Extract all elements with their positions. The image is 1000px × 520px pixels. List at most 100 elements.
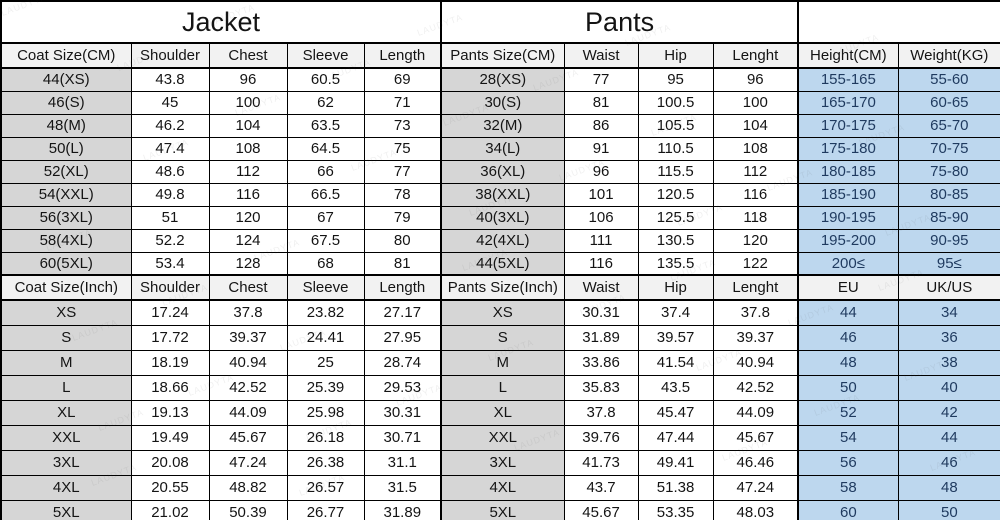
value-cell: 125.5 [637,205,714,230]
value-cell: 20.08 [130,449,210,476]
size-label-cell: S [0,324,132,351]
size-label-cell: 30(S) [440,90,565,115]
pants-section-title: Pants [440,0,800,44]
value-cell: 17.72 [130,324,210,351]
value-cell: 77 [363,159,443,184]
value-cell: 20.55 [130,474,210,501]
value-cell: 118 [712,205,800,230]
value-cell: 66.5 [286,182,365,207]
value-cell: 30.31 [363,399,443,426]
table-row: 5XL 21.02 50.39 26.77 31.89 5XL 45.67 53.35 48.0… [0,499,1000,520]
size-label-cell: 46(S) [0,90,132,115]
value-cell: 53.35 [637,499,714,520]
value-cell: 39.37 [712,324,800,351]
value-cell: 75 [363,136,443,161]
size-label-cell: XL [440,399,565,426]
conversion-cell: 170-175 [797,113,899,138]
size-label-cell: 54(XXL) [0,182,132,207]
value-cell: 78 [363,182,443,207]
table-row: 54(XXL) 49.8 116 66.5 78 38(XXL) 101 120.5 116 18… [0,182,1000,207]
value-cell: 101 [563,182,639,207]
value-cell: 40.94 [712,349,800,376]
value-cell: 100.5 [637,90,714,115]
value-cell: 45.67 [563,499,639,520]
value-cell: 63.5 [286,113,365,138]
conversion-cell: 42 [897,399,1000,426]
value-cell: 46.46 [712,449,800,476]
column-header: Length [363,42,443,69]
value-cell: 100 [208,90,288,115]
size-label-cell: 32(M) [440,113,565,138]
conversion-cell: 38 [897,349,1000,376]
table-row: M 18.19 40.94 25 28.74 M 33.86 41.54 40.94 48 38 [0,349,1000,376]
value-cell: 73 [363,113,443,138]
conversion-cell: 46 [797,324,899,351]
value-cell: 17.24 [130,299,210,326]
conversion-cell: 195-200 [797,228,899,253]
column-header: UK/US [897,274,1000,301]
value-cell: 48.82 [208,474,288,501]
conversion-cell: 75-80 [897,159,1000,184]
column-header: Sleeve [286,42,365,69]
column-header: Hip [637,42,714,69]
value-cell: 51.38 [637,474,714,501]
value-cell: 53.4 [130,251,210,276]
value-cell: 48.03 [712,499,800,520]
conversion-cell: 55-60 [897,67,1000,92]
table-row: 46(S) 45 100 62 71 30(S) 81 100.5 100 165-170 60-6… [0,90,1000,115]
value-cell: 135.5 [637,251,714,276]
table-row: 4XL 20.55 48.82 26.57 31.5 4XL 43.7 51.38 47.24 5… [0,474,1000,501]
size-label-cell: XS [440,299,565,326]
size-label-cell: 3XL [0,449,132,476]
conversion-cell: 70-75 [897,136,1000,161]
size-label-cell: 60(5XL) [0,251,132,276]
value-cell: 105.5 [637,113,714,138]
conversion-cell: 60-65 [897,90,1000,115]
value-cell: 42.52 [208,374,288,401]
header-row: Coat Size(Inch) Shoulder Chest Sleeve Length… [0,274,1000,301]
table-title-row: Jacket Pants [0,0,1000,44]
size-label-cell: XS [0,299,132,326]
column-header: Weight(KG) [897,42,1000,69]
conversion-cell: 185-190 [797,182,899,207]
value-cell: 120.5 [637,182,714,207]
conversion-cell: 190-195 [797,205,899,230]
column-header: Lenght [712,274,800,301]
value-cell: 106 [563,205,639,230]
size-label-cell: 4XL [0,474,132,501]
conversion-cell: 48 [897,474,1000,501]
value-cell: 64.5 [286,136,365,161]
conversion-cell: 58 [797,474,899,501]
size-label-cell: S [440,324,565,351]
size-label-cell: 52(XL) [0,159,132,184]
value-cell: 31.89 [563,324,639,351]
value-cell: 19.49 [130,424,210,451]
conversion-cell: 85-90 [897,205,1000,230]
value-cell: 116 [563,251,639,276]
column-header: Chest [208,274,288,301]
conversion-cell: 65-70 [897,113,1000,138]
value-cell: 112 [712,159,800,184]
value-cell: 115.5 [637,159,714,184]
column-header: Height(CM) [797,42,899,69]
value-cell: 31.1 [363,449,443,476]
column-header: Hip [637,274,714,301]
conversion-cell: 200≤ [797,251,899,276]
value-cell: 29.53 [363,374,443,401]
value-cell: 50.39 [208,499,288,520]
conversion-cell: 175-180 [797,136,899,161]
conversion-cell: 50 [797,374,899,401]
value-cell: 26.38 [286,449,365,476]
column-header: Lenght [712,42,800,69]
table-row: 60(5XL) 53.4 128 68 81 44(5XL) 116 135.5 122 200≤… [0,251,1000,276]
table-row: XXL 19.49 45.67 26.18 30.71 XXL 39.76 47.44 45.6… [0,424,1000,451]
conversion-cell: 50 [897,499,1000,520]
blank-corner-cell [797,0,1000,44]
value-cell: 120 [208,205,288,230]
value-cell: 81 [363,251,443,276]
conversion-cell: 90-95 [897,228,1000,253]
column-header: Shoulder [130,42,210,69]
value-cell: 108 [712,136,800,161]
size-label-cell: 34(L) [440,136,565,161]
